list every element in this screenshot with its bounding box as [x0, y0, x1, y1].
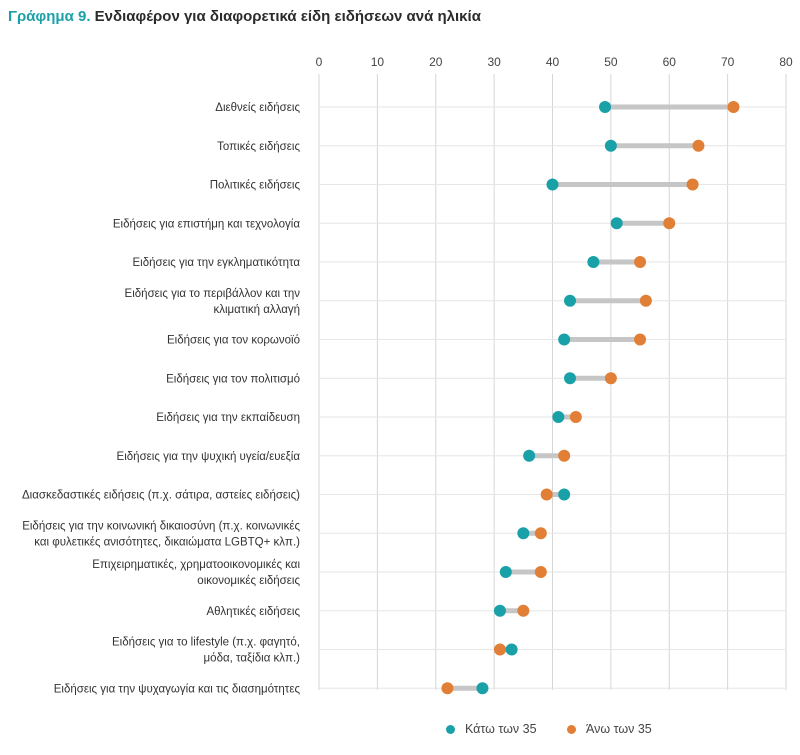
- category-label: Ειδήσεις για την εγκληματικότητα: [132, 257, 300, 269]
- point-over35: [634, 333, 647, 346]
- legend-marker-under35: [446, 724, 455, 734]
- point-under35: [558, 333, 571, 346]
- data-points: [441, 101, 740, 695]
- point-under35: [517, 527, 530, 540]
- legend-label-under35: Κάτω των 35: [465, 722, 537, 736]
- point-under35: [599, 101, 612, 113]
- category-label: Ειδήσεις για την ψυχική υγεία/ευεξία: [117, 451, 301, 463]
- point-under35: [546, 178, 559, 191]
- connectors: [447, 104, 734, 691]
- x-tick-label: 10: [371, 55, 385, 69]
- point-over35: [534, 566, 547, 578]
- category-label: κλιματική αλλαγή: [213, 304, 300, 316]
- point-under35: [476, 682, 489, 695]
- chart-title: Γράφημα 9. Ενδιαφέρον για διαφορετικά εί…: [8, 8, 481, 25]
- point-over35: [663, 217, 676, 230]
- category-label: Ειδήσεις για την ψυχαγωγία και τις διαση…: [54, 683, 301, 695]
- category-label: Αθλητικές ειδήσεις: [206, 606, 300, 618]
- point-over35: [727, 101, 740, 113]
- chart-title-number: Γράφημα 9.: [8, 8, 91, 25]
- dumbbell-chart: 0 10 20 30 40 50 60 70 80 Διεθνείς ειδήσεις Τοπικ…: [22, 55, 793, 695]
- point-under35: [523, 449, 536, 462]
- category-label: και φυλετικές ανισότητες, δικαιώματα LGB…: [34, 536, 300, 548]
- point-under35: [564, 294, 577, 307]
- category-label: Πολιτικές ειδήσεις: [210, 180, 301, 192]
- category-label: Τοπικές ειδήσεις: [217, 141, 300, 153]
- point-over35: [686, 178, 699, 191]
- x-tick-label: 30: [487, 55, 501, 69]
- point-over35: [517, 604, 530, 617]
- point-over35: [441, 682, 454, 695]
- legend-item-over35: Άνω των 35: [567, 722, 652, 736]
- category-label: Ειδήσεις για την κοινωνική δικαιοσύνη (π…: [22, 520, 300, 532]
- category-label: Ειδήσεις για τον κορωνοϊό: [167, 335, 300, 347]
- category-label: Επιχειρηματικές, χρηματοοικονομικές και: [92, 559, 300, 571]
- legend-marker-over35: [567, 724, 576, 734]
- category-labels: Διεθνείς ειδήσεις Τοπικές ειδήσεις Πολιτικ…: [22, 102, 300, 695]
- category-label: Ειδήσεις για το περιβάλλον και την: [125, 288, 301, 300]
- point-over35: [540, 488, 553, 501]
- point-over35: [569, 411, 582, 423]
- point-under35: [499, 566, 512, 578]
- legend-item-under35: Κάτω των 35: [446, 722, 537, 736]
- point-under35: [552, 411, 565, 423]
- point-over35: [558, 449, 571, 462]
- x-tick-label: 80: [779, 55, 793, 69]
- point-under35: [604, 139, 617, 152]
- point-under35: [558, 488, 571, 501]
- point-under35: [493, 604, 506, 617]
- legend: Κάτω των 35 Άνω των 35: [0, 722, 800, 746]
- chart-title-text: Ενδιαφέρον για διαφορετικά είδη ειδήσεων…: [90, 8, 481, 25]
- x-tick-label: 60: [663, 55, 677, 69]
- category-label: μόδα, ταξίδια κλπ.): [204, 653, 301, 665]
- point-over35: [534, 527, 547, 540]
- legend-label-over35: Άνω των 35: [586, 722, 652, 736]
- category-label: Ειδήσεις για επιστήμη και τεχνολογία: [113, 218, 300, 230]
- point-over35: [604, 372, 617, 385]
- point-over35: [493, 643, 506, 656]
- point-under35: [505, 643, 518, 656]
- point-under35: [587, 256, 600, 268]
- category-label: Διεθνείς ειδήσεις: [215, 102, 300, 114]
- x-tick-label: 20: [429, 55, 443, 69]
- category-label: Ειδήσεις για το lifestyle (π.χ. φαγητό,: [112, 637, 300, 649]
- point-over35: [639, 294, 652, 307]
- category-label: Ειδήσεις για τον πολιτισμό: [166, 373, 300, 385]
- category-label: Διασκεδαστικές ειδήσεις (π.χ. σάτιρα, ασ…: [22, 490, 300, 502]
- x-tick-label: 40: [546, 55, 560, 69]
- x-tick-label: 70: [721, 55, 735, 69]
- x-tick-label: 0: [316, 55, 323, 69]
- x-tick-label: 50: [604, 55, 618, 69]
- grid-layer: [318, 74, 787, 690]
- category-label: Ειδήσεις για την εκπαίδευση: [156, 412, 300, 424]
- point-under35: [564, 372, 577, 385]
- category-label: οικονομικές ειδήσεις: [197, 575, 300, 587]
- point-over35: [692, 139, 705, 152]
- point-over35: [634, 256, 647, 268]
- x-axis-ticks: 0 10 20 30 40 50 60 70 80: [316, 55, 793, 69]
- point-under35: [610, 217, 623, 230]
